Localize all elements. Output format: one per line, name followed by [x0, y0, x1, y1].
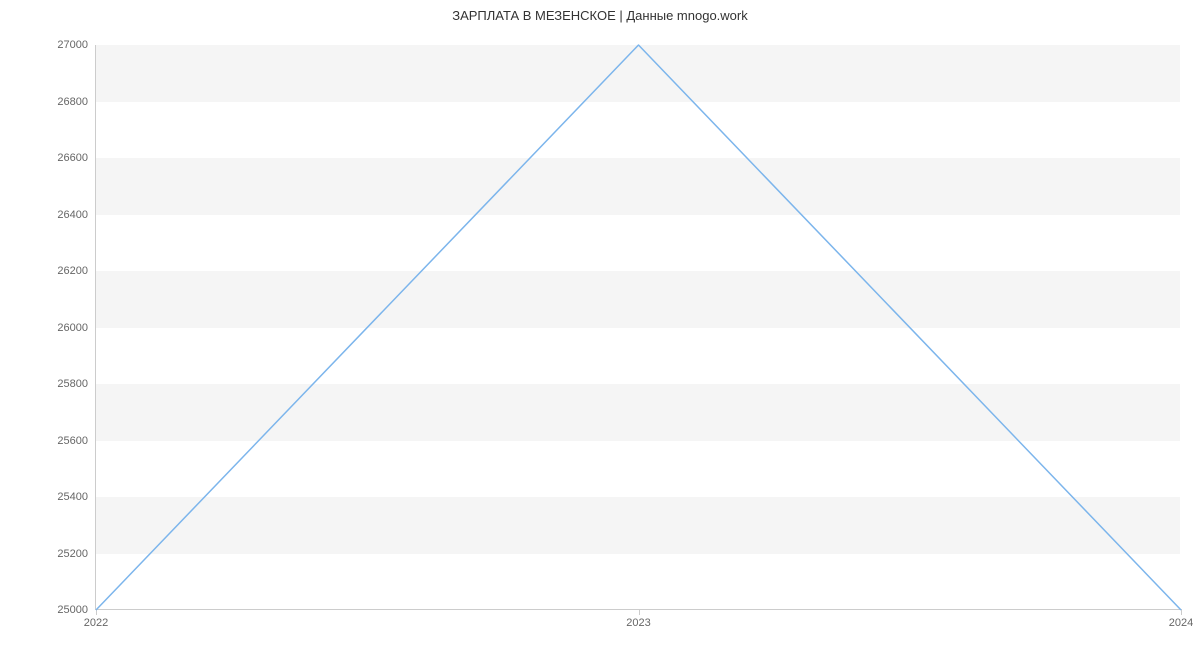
- y-tick-label: 26400: [57, 209, 88, 221]
- y-tick-label: 25800: [57, 378, 88, 390]
- x-tick-label: 2022: [84, 617, 108, 629]
- y-tick-label: 25400: [57, 491, 88, 503]
- y-tick-label: 26200: [57, 265, 88, 277]
- x-tick-mark: [1181, 609, 1182, 615]
- y-tick-label: 25600: [57, 435, 88, 447]
- plot-area: 2500025200254002560025800260002620026400…: [95, 45, 1180, 610]
- y-tick-label: 27000: [57, 39, 88, 51]
- y-tick-label: 26600: [57, 152, 88, 164]
- y-tick-label: 26800: [57, 96, 88, 108]
- x-tick-label: 2023: [626, 617, 650, 629]
- chart-title: ЗАРПЛАТА В МЕЗЕНСКОЕ | Данные mnogo.work: [0, 8, 1200, 23]
- y-tick-label: 25200: [57, 548, 88, 560]
- y-tick-label: 26000: [57, 322, 88, 334]
- x-tick-label: 2024: [1169, 617, 1193, 629]
- line-series: [96, 45, 1181, 610]
- y-tick-label: 25000: [57, 604, 88, 616]
